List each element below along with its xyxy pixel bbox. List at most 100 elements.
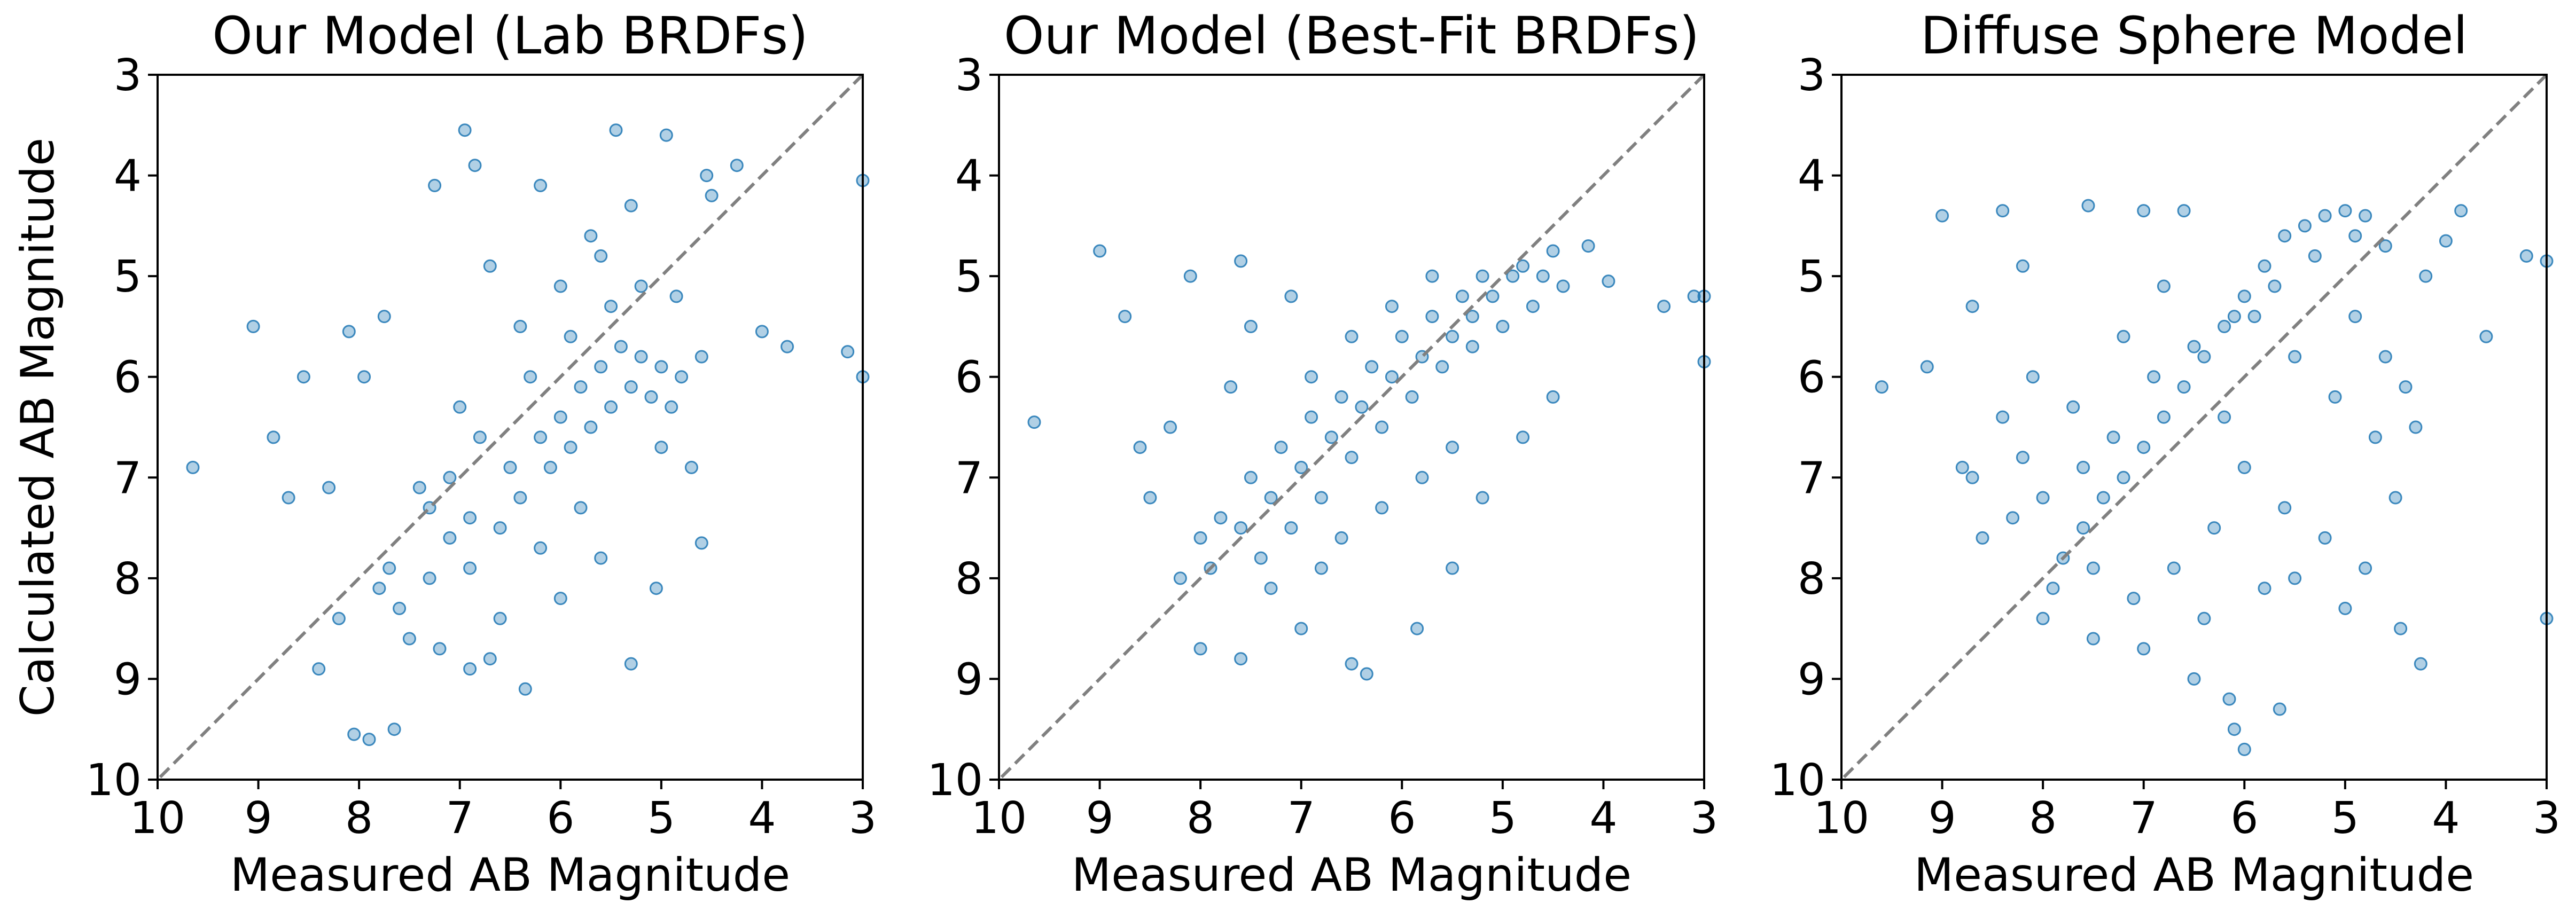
panel-3-data-point [2288,350,2302,364]
panel-3-data-point [2036,611,2050,625]
panel-1-data-point [357,370,371,384]
panel-3-data-point [2222,692,2236,706]
panel-1-data-point [246,319,260,333]
panel-2-y-tick-label: 6 [955,352,983,403]
panel-1-data-point [463,561,477,575]
panel-3-y-tick-label: 5 [1798,252,1825,302]
panel-2-data-point [1395,329,1409,343]
panel-2-data-point [1446,441,1459,454]
panel-2-data-point [1093,244,1107,258]
panel-1-data-point [614,340,628,354]
panel-3-data-point [2147,370,2161,384]
panel-3-data-point [2318,531,2332,545]
panel-1-data-point [518,682,532,696]
panel-1-data-point [433,642,447,656]
panel-1-x-tick-label: 3 [849,793,877,844]
panel-lab-brdfs: Our Model (Lab BRDFs) Calculated AB Magn… [11,6,877,902]
panel-3-data-point [1875,380,1888,394]
panel-1-data-point [604,300,618,313]
panel-1-data-point [564,441,577,454]
panel-1-data-point [428,178,442,192]
panel-diffuse-sphere: Diffuse Sphere Model Measured AB Magnitu… [1770,6,2561,902]
panel-2-data-point [1385,370,1399,384]
panel-1-data-point [694,350,708,364]
panel-2-data-point [1234,254,1248,268]
panel-2-diagonal-line [997,73,1706,781]
panel-1-data-point [412,481,426,494]
panel-1-data-point [624,199,638,213]
panel-1-data-point [534,430,548,444]
panel-1-y-axis-label: Calculated AB Magnitude [11,138,65,717]
panel-3-diagonal-line [1840,73,2548,781]
panel-1-data-point [458,123,472,137]
panel-1-data-point [312,662,326,676]
panel-2-data-point [1143,491,1157,505]
panel-3-x-tick-label: 3 [2533,793,2561,844]
panel-3-x-tick-label: 10 [1814,793,1869,844]
panel-2-y-tick-label: 10 [927,755,983,806]
panel-3-data-point [2066,400,2080,414]
panel-1-axes-frame [157,74,864,781]
panel-3-data-point [2409,420,2423,434]
panel-1-x-tick-label: 9 [244,793,272,844]
panel-3-data-point [1955,460,1969,474]
panel-3-data-point [2086,561,2100,575]
panel-3-data-point [2298,219,2312,233]
panel-2-data-point [1476,269,1489,283]
panel-3-data-point [2237,742,2251,756]
panel-3-data-point [2026,370,2040,384]
panel-3-title: Diffuse Sphere Model [1921,6,2468,66]
panel-1-data-point [322,481,336,494]
panel-2-data-point [1602,274,1615,288]
panel-2-x-tick-label: 6 [1388,793,1416,844]
panel-2-y-tick-label: 5 [955,252,983,302]
panel-1-x-tick-label: 5 [647,793,675,844]
panel-2-data-point [1193,531,1207,545]
panel-3-data-point [2036,491,2050,505]
panel-3-data-point [2308,249,2322,263]
panel-1-data-point [684,460,698,474]
panel-1-data-point [443,531,457,545]
panel-2-y-tick-label: 3 [955,50,983,101]
panel-1-data-point [503,460,517,474]
panel-1-data-point [659,128,673,142]
panel-3-data-point [2157,410,2171,424]
panel-1-data-point [362,733,376,747]
panel-3-data-point [2258,259,2271,273]
panel-1-y-tick-label: 4 [114,151,142,202]
panel-1-y-tick-label: 5 [114,252,142,302]
panel-1-data-point [524,370,537,384]
panel-1-x-axis-label: Measured AB Magnitude [230,849,790,902]
panel-2-data-point [1314,561,1328,575]
panel-1-data-point [609,123,623,137]
panel-1-data-point [463,662,477,676]
panel-1-data-point [473,430,487,444]
panel-2-data-point [1345,329,1359,343]
panel-2-data-point [1284,289,1298,303]
panel-3-data-point [2077,460,2090,474]
panel-1-data-point [513,319,527,333]
panel-3-x-tick-label: 4 [2432,793,2460,844]
panel-2-data-point [1476,491,1489,505]
panel-2-data-point [1425,310,1439,324]
panel-1-data-point [342,325,356,339]
panel-2-data-point [1516,430,1530,444]
panel-2-data-point [1193,642,1207,656]
panel-3-data-point [2117,329,2130,343]
panel-2-data-point [1375,420,1389,434]
panel-1-y-tick-label: 7 [114,453,142,504]
panel-2-data-point [1536,269,1550,283]
panel-1-data-point [332,611,346,625]
panel-1-data-point [624,657,638,671]
panel-2-data-point [1183,269,1197,283]
panel-1-data-point [186,460,200,474]
panel-3-data-point [2359,561,2372,575]
panel-3-data-point [2273,702,2286,716]
panel-1-data-point [780,340,794,354]
panel-1-plot-area: 10 9 8 7 6 5 4 3 3 4 5 6 7 8 9 10 [86,50,877,844]
panel-3-data-point [1965,300,1979,313]
panel-1-x-tick-label: 4 [748,793,776,844]
panel-3-data-point [2218,410,2231,424]
panel-3-x-tick-label: 8 [2029,793,2057,844]
panel-1-data-point [534,541,548,555]
